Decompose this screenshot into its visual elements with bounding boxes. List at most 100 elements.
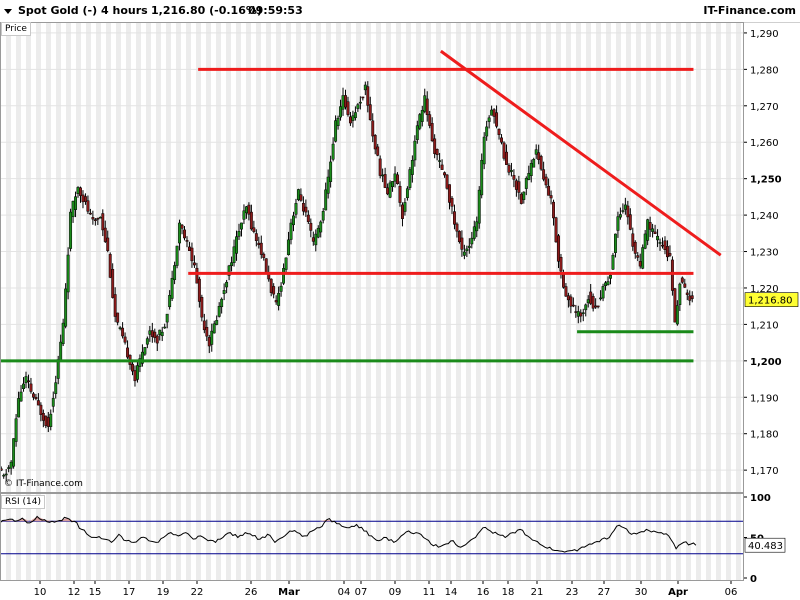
candle-body	[646, 219, 650, 241]
time-band	[606, 22, 611, 492]
candle-body	[227, 265, 231, 276]
time-band	[426, 22, 431, 492]
candle-body	[596, 305, 600, 308]
candle-body	[175, 245, 179, 266]
rsi-panel-label: RSI (14)	[1, 495, 45, 509]
candle-body	[51, 398, 55, 407]
candle-body	[61, 322, 65, 345]
time-band	[226, 22, 231, 492]
y-tick-label: 1,220	[750, 284, 779, 295]
x-tick-label: 09	[389, 587, 402, 598]
time-band	[196, 22, 201, 492]
candle-body	[658, 242, 662, 244]
time-band	[56, 493, 61, 580]
candle-body	[618, 214, 622, 218]
candle-body	[262, 253, 266, 258]
candle-body	[277, 292, 281, 306]
candle-body	[517, 181, 521, 193]
time-band	[706, 22, 711, 492]
time-band	[506, 493, 511, 580]
time-band	[706, 493, 711, 580]
candle-body	[574, 311, 578, 313]
x-tick-label: 19	[157, 587, 170, 598]
candle-body	[477, 189, 481, 224]
candle-body	[56, 359, 60, 379]
candle-body	[76, 187, 80, 194]
candle-body	[336, 117, 340, 127]
candle-body	[316, 227, 320, 238]
candle-body	[413, 140, 417, 161]
last-change: 1,216.80 (-0.16%)	[151, 4, 262, 17]
candle-body	[435, 149, 439, 155]
candle-body	[611, 254, 615, 270]
candle-body	[552, 201, 555, 219]
x-tick-label: 23	[566, 587, 579, 598]
time-band	[676, 493, 681, 580]
time-band	[296, 493, 301, 580]
expand-icon[interactable]	[3, 6, 13, 16]
candle-body	[190, 247, 194, 262]
candle-body	[445, 174, 449, 189]
time-band	[286, 493, 291, 580]
candle-body	[522, 191, 526, 200]
candle-body	[160, 331, 164, 337]
candle-body	[490, 109, 494, 116]
timeframe[interactable]: 4 hours	[101, 4, 148, 17]
candle-body	[66, 254, 70, 293]
candle-body	[210, 330, 214, 345]
candle-body	[542, 169, 546, 180]
time-band	[696, 22, 701, 492]
candle-body	[331, 143, 335, 160]
time-band	[436, 22, 441, 492]
clock-time: 09:59:53	[248, 4, 303, 17]
x-tick-label: 06	[725, 587, 738, 598]
candle-body	[636, 255, 640, 258]
time-band	[716, 493, 721, 580]
candle-body	[225, 281, 229, 288]
candle-body	[54, 382, 58, 394]
candle-body	[14, 418, 18, 442]
x-tick-label: 14	[445, 587, 458, 598]
y-tick-label: 1,170	[750, 466, 779, 477]
time-band	[106, 493, 111, 580]
candle-body	[195, 267, 199, 284]
x-tick-label: 07	[355, 587, 368, 598]
time-band	[526, 22, 531, 492]
candle-body	[7, 467, 11, 469]
time-band	[96, 22, 101, 492]
x-tick-label: 10	[34, 587, 47, 598]
time-band	[476, 493, 481, 580]
candle-body	[410, 160, 414, 175]
candle-body	[502, 142, 506, 159]
time-band	[626, 22, 631, 492]
candle-body	[460, 237, 464, 250]
candle-body	[453, 211, 456, 225]
time-band	[6, 22, 11, 492]
time-band	[296, 22, 301, 492]
candle-body	[155, 335, 159, 344]
time-band	[576, 22, 581, 492]
candle-body	[292, 215, 295, 226]
x-tick-label: 16	[477, 587, 490, 598]
candle-body	[425, 98, 429, 116]
candle-body	[586, 299, 590, 304]
candle-body	[200, 297, 204, 318]
time-band	[686, 493, 691, 580]
candle-body	[408, 169, 412, 188]
candle-body	[321, 211, 325, 221]
candle-body	[579, 312, 583, 317]
time-band	[486, 493, 491, 580]
candle-body	[388, 182, 392, 198]
brand-logo[interactable]: IT-Finance.com	[703, 4, 796, 17]
candle-body	[235, 236, 238, 254]
candle-body	[269, 278, 273, 293]
candle-body	[519, 193, 523, 204]
candle-body	[455, 223, 459, 232]
time-band	[316, 22, 321, 492]
time-band	[146, 493, 151, 580]
candle-body	[381, 174, 385, 177]
candle-body	[487, 117, 491, 122]
time-band	[186, 493, 191, 580]
candle-body	[91, 217, 95, 220]
